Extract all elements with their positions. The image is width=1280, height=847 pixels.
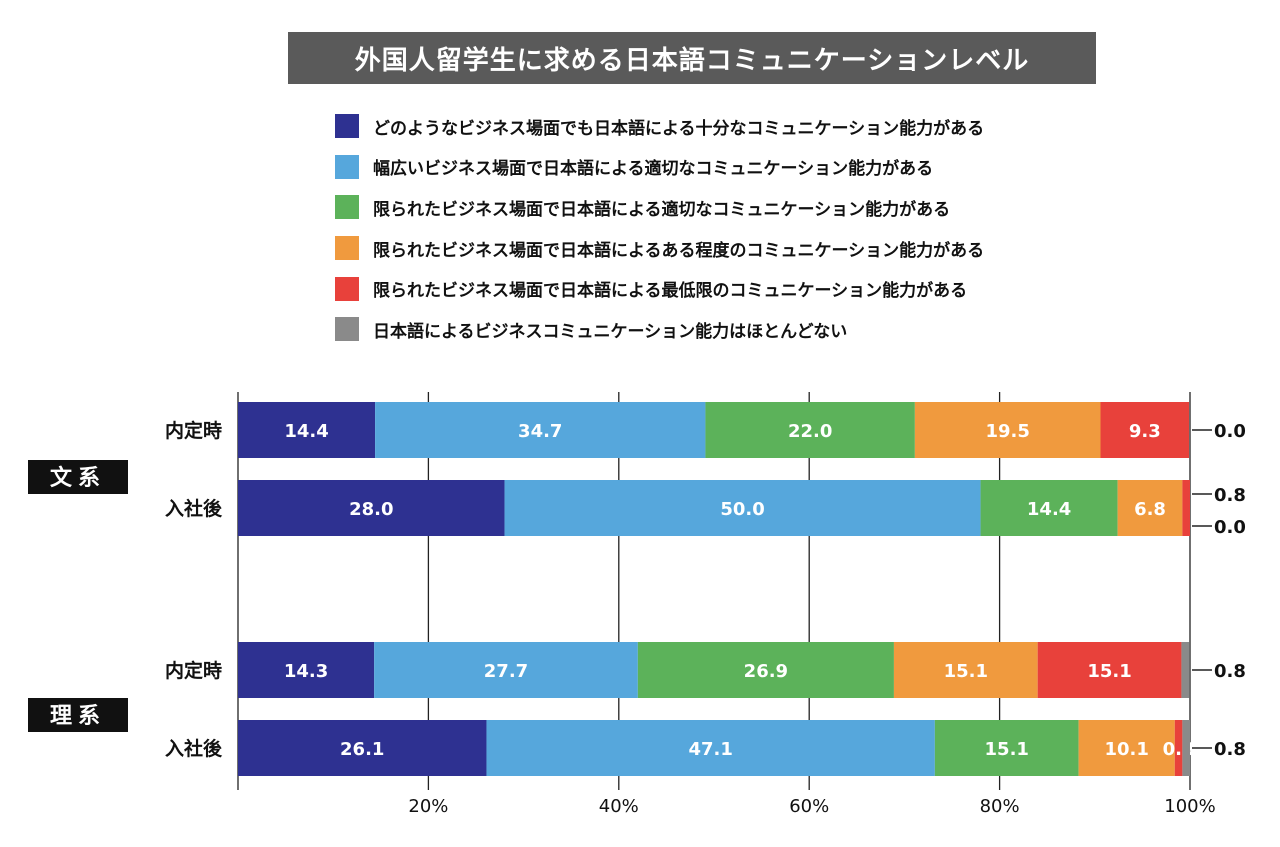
bar-segment bbox=[238, 402, 376, 458]
legend: どのようなビジネス場面でも日本語による十分なコミュニケーション能力がある 幅広い… bbox=[335, 106, 984, 350]
legend-item: 幅広いビジネス場面で日本語による適切なコミュニケーション能力がある bbox=[335, 147, 984, 188]
legend-swatch bbox=[335, 114, 359, 139]
bar-segment bbox=[486, 720, 935, 776]
legend-item: どのようなビジネス場面でも日本語による十分なコミュニケーション能力がある bbox=[335, 106, 984, 147]
data-label: 22.0 bbox=[788, 421, 832, 442]
bar-segment bbox=[1174, 720, 1183, 776]
group-label: 理系 bbox=[50, 704, 106, 729]
side-value-label: 0.8 bbox=[1214, 739, 1246, 760]
data-label: 26.1 bbox=[340, 739, 384, 760]
data-label: 14.4 bbox=[1027, 499, 1071, 520]
category-label: 入社後 bbox=[165, 737, 223, 760]
data-label: 10.1 bbox=[1104, 739, 1148, 760]
group-badge bbox=[28, 460, 128, 494]
x-tick-label: 80% bbox=[980, 796, 1020, 817]
bar-segment bbox=[1182, 720, 1190, 776]
bar-segment bbox=[375, 402, 706, 458]
category-label: 入社後 bbox=[165, 497, 223, 520]
data-label: 34.7 bbox=[518, 421, 562, 442]
data-label: 28.0 bbox=[349, 499, 393, 520]
category-label: 内定時 bbox=[165, 659, 222, 682]
data-label: 6.8 bbox=[1134, 499, 1166, 520]
data-label: 14.3 bbox=[284, 661, 328, 682]
data-label: 14.4 bbox=[284, 421, 328, 442]
side-value-label: 0.8 bbox=[1214, 485, 1246, 506]
side-value-label: 0.8 bbox=[1214, 661, 1246, 682]
x-tick-label: 40% bbox=[599, 796, 639, 817]
group-label: 文系 bbox=[50, 465, 106, 491]
bar-segment bbox=[1037, 642, 1182, 698]
x-tick-label: 100% bbox=[1164, 796, 1215, 817]
data-label: 15.1 bbox=[1087, 661, 1131, 682]
group-badge bbox=[28, 698, 128, 732]
bar-segment bbox=[705, 402, 915, 458]
bar-segment bbox=[374, 642, 638, 698]
legend-item: 日本語によるビジネスコミュニケーション能力はほとんどない bbox=[335, 309, 984, 350]
legend-label: どのようなビジネス場面でも日本語による十分なコミュニケーション能力がある bbox=[373, 118, 985, 139]
bar-segment bbox=[1182, 480, 1190, 536]
x-tick-label: 60% bbox=[789, 796, 829, 817]
side-value-label: 0.0 bbox=[1214, 517, 1246, 538]
data-label: 15.1 bbox=[985, 739, 1029, 760]
chart-title: 外国人留学生に求める日本語コミュニケーションレベル bbox=[288, 32, 1096, 84]
legend-item: 限られたビジネス場面で日本語による最低限のコミュニケーション能力がある bbox=[335, 268, 984, 309]
side-value-label: 0.0 bbox=[1214, 421, 1246, 442]
legend-label: 限られたビジネス場面で日本語による最低限のコミュニケーション能力がある bbox=[373, 281, 968, 302]
bar-segment bbox=[238, 642, 375, 698]
legend-label: 限られたビジネス場面で日本語による適切なコミュニケーション能力がある bbox=[373, 199, 951, 220]
bar-segment bbox=[980, 480, 1118, 536]
legend-swatch bbox=[335, 317, 359, 342]
legend-label: 限られたビジネス場面で日本語によるある程度のコミュニケーション能力がある bbox=[373, 240, 985, 261]
bar-segment bbox=[504, 480, 981, 536]
legend-item: 限られたビジネス場面で日本語による適切なコミュニケーション能力がある bbox=[335, 187, 984, 228]
data-label: 47.1 bbox=[688, 739, 732, 760]
data-label: 9.3 bbox=[1129, 421, 1161, 442]
bar-segment bbox=[914, 402, 1101, 458]
legend-item: 限られたビジネス場面で日本語によるある程度のコミュニケーション能力がある bbox=[335, 228, 984, 269]
legend-swatch bbox=[335, 276, 359, 301]
legend-swatch bbox=[335, 236, 359, 261]
category-label: 内定時 bbox=[165, 419, 222, 442]
data-label: 50.0 bbox=[720, 499, 764, 520]
data-label: 26.9 bbox=[744, 661, 788, 682]
bar-segment bbox=[238, 480, 505, 536]
data-label: 27.7 bbox=[484, 661, 528, 682]
data-label: 15.1 bbox=[944, 661, 988, 682]
bar-segment bbox=[1117, 480, 1183, 536]
bar-segment bbox=[1181, 642, 1190, 698]
data-label: 19.5 bbox=[985, 421, 1029, 442]
bar-segment bbox=[1100, 402, 1190, 458]
bar-segment bbox=[637, 642, 894, 698]
x-tick-label: 20% bbox=[408, 796, 448, 817]
bar-segment bbox=[893, 642, 1038, 698]
legend-label: 幅広いビジネス場面で日本語による適切なコミュニケーション能力がある bbox=[373, 159, 934, 180]
bar-segment bbox=[1078, 720, 1175, 776]
bar-segment bbox=[238, 720, 487, 776]
legend-swatch bbox=[335, 154, 359, 179]
bar-segment bbox=[934, 720, 1079, 776]
legend-label: 日本語によるビジネスコミュニケーション能力はほとんどない bbox=[373, 321, 848, 342]
legend-swatch bbox=[335, 195, 359, 220]
